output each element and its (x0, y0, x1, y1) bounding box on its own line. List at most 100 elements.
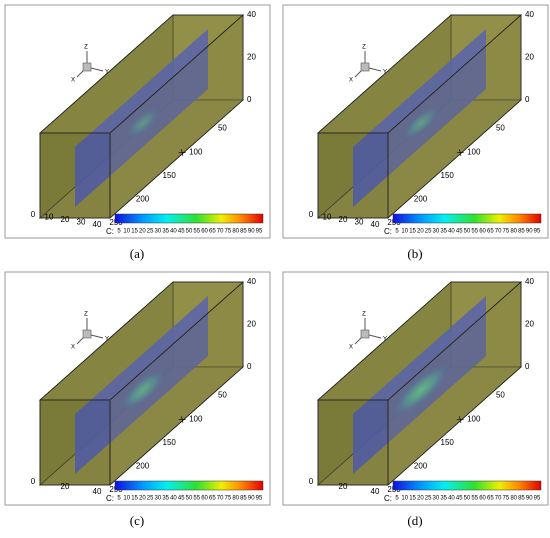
y-tick-label: 0 (309, 477, 314, 486)
y-tick-label: 20 (61, 215, 70, 224)
box-front (317, 399, 389, 486)
colorbar-tick-label: 95 (256, 496, 263, 502)
x-tick-label: 200 (414, 462, 428, 471)
colorbar-label: C: (384, 494, 392, 503)
colorbar-tick-label: 40 (448, 496, 455, 502)
triad-label: Y (105, 337, 109, 343)
colorbar-tick-label: 90 (526, 496, 533, 502)
x-tick-label: 200 (414, 195, 428, 204)
colorbar-tick-label: 35 (440, 496, 447, 502)
panel-caption: (a) (130, 246, 144, 261)
colorbar-tick-label: 10 (123, 229, 130, 235)
triad-cube (82, 62, 92, 72)
colorbar-tick-label: 80 (232, 229, 239, 235)
colorbar-tick-label: 20 (139, 229, 146, 235)
x-tick-label: 100 (189, 414, 203, 423)
colorbar-tick-label: 45 (456, 229, 463, 235)
x-tick-label: 100 (467, 147, 481, 156)
panel-caption: (d) (407, 513, 422, 528)
triad-label: Z (84, 45, 88, 51)
colorbar-tick-label: 55 (471, 229, 478, 235)
colorbar-tick-label: 50 (186, 496, 193, 502)
colorbar-tick-label: 75 (225, 229, 232, 235)
z-tick-label: 0 (525, 95, 530, 104)
colorbar-tick-label: 65 (487, 496, 494, 502)
y-tick-label: 40 (93, 220, 102, 229)
colorbar-tick-label: 35 (162, 229, 169, 235)
z-tick-label: 20 (525, 53, 534, 62)
z-tick-label: 40 (247, 10, 256, 19)
colorbar-tick-label: 80 (232, 496, 239, 502)
colorbar-tick-label: 45 (178, 229, 185, 235)
y-tick-label: 0 (309, 210, 314, 219)
panel-frame (282, 271, 549, 506)
concentration-plume (391, 363, 451, 417)
x-axis-label: X (177, 414, 188, 424)
colorbar-tick-label: 15 (131, 496, 138, 502)
z-tick-label: 20 (247, 53, 256, 62)
colorbar-tick-label: 15 (131, 229, 138, 235)
colorbar-tick-label: 85 (518, 229, 525, 235)
colorbar-label: C: (384, 227, 392, 236)
colorbar-tick-label: 80 (510, 229, 517, 235)
colorbar-tick-label: 35 (162, 496, 169, 502)
z-tick-label: 40 (525, 10, 534, 19)
colorbar-tick-label: 65 (487, 229, 494, 235)
y-tick-label: 0 (31, 210, 36, 219)
x-tick-label: 50 (496, 391, 505, 400)
colorbar (114, 480, 264, 491)
colorbar-tick-label: 30 (433, 496, 440, 502)
panel: 0204050100150200250X010203040ZYXC:510152… (4, 4, 271, 239)
colorbar-tick-label: 35 (440, 229, 447, 235)
colorbar-tick-label: 25 (425, 496, 432, 502)
colorbar-tick-label: 95 (534, 229, 541, 235)
triad-label: X (349, 345, 353, 351)
panel: 0204050100150200250X02040ZYXC:5101520253… (4, 271, 271, 506)
triad-cube (360, 62, 370, 72)
z-tick-label: 0 (247, 95, 252, 104)
y-tick-label: 20 (339, 215, 348, 224)
colorbar-tick-label: 60 (479, 229, 486, 235)
triad-cube (82, 329, 92, 339)
colorbar-tick-label: 90 (248, 496, 255, 502)
colorbar (392, 480, 542, 491)
y-tick-label: 40 (371, 220, 380, 229)
concentration-plume (402, 105, 440, 141)
panel-caption: (c) (130, 513, 144, 528)
box-front (317, 132, 389, 219)
colorbar-tick-label: 45 (178, 496, 185, 502)
triad-label: X (71, 78, 75, 84)
colorbar-label: C: (106, 227, 114, 236)
x-axis-label: X (455, 147, 466, 157)
colorbar-tick-label: 90 (248, 229, 255, 235)
colorbar-tick-label: 10 (401, 229, 408, 235)
colorbar-tick-label: 20 (417, 496, 424, 502)
colorbar-tick-label: 65 (209, 229, 216, 235)
y-tick-label: 10 (323, 213, 332, 222)
colorbar-tick-label: 10 (123, 496, 130, 502)
colorbar-tick-label: 60 (479, 496, 486, 502)
x-tick-label: 200 (136, 462, 150, 471)
colorbar-tick-label: 5 (395, 496, 399, 502)
colorbar-tick-label: 15 (409, 229, 416, 235)
y-tick-label: 30 (77, 218, 86, 227)
colorbar-tick-label: 95 (256, 229, 263, 235)
x-tick-label: 150 (163, 171, 177, 180)
y-tick-label: 30 (355, 218, 364, 227)
panel: 0204050100150200250X010203040ZYXC:510152… (282, 4, 549, 239)
colorbar-tick-label: 25 (147, 229, 154, 235)
colorbar-tick-label: 75 (503, 496, 510, 502)
y-tick-label: 20 (61, 482, 70, 491)
z-tick-label: 0 (525, 362, 530, 371)
z-tick-label: 40 (525, 277, 534, 286)
colorbar-tick-label: 25 (425, 229, 432, 235)
colorbar-tick-label: 55 (193, 229, 200, 235)
colorbar-label: C: (106, 494, 114, 503)
colorbar-tick-label: 75 (225, 496, 232, 502)
x-tick-label: 50 (496, 124, 505, 133)
colorbar (114, 213, 264, 224)
panel-frame (4, 4, 271, 239)
triad-label: Z (362, 45, 366, 51)
x-tick-label: 100 (189, 147, 203, 156)
colorbar-tick-label: 30 (155, 229, 162, 235)
